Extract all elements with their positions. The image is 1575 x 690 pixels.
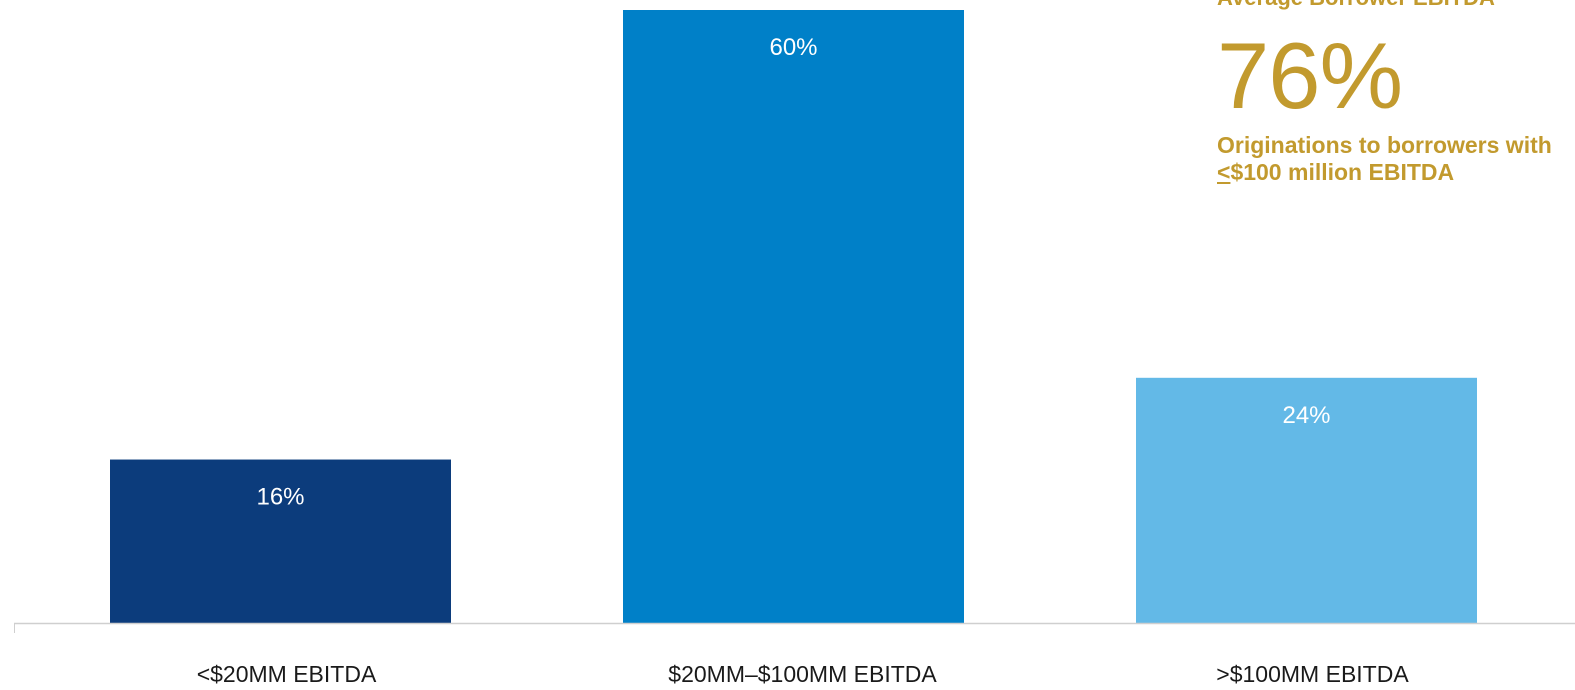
- data-label-2: 60%: [769, 34, 817, 61]
- data-label-1: 16%: [256, 484, 304, 511]
- bar-2: [623, 10, 964, 623]
- callout-description-line1: Originations to borrowers with: [1217, 132, 1552, 158]
- category-label-3: >$100MM EBITDA: [1216, 661, 1409, 687]
- category-label-1: <$20MM EBITDA: [197, 661, 377, 687]
- data-labels-group: 16% 60% 24%: [256, 34, 1330, 511]
- bars-group: [110, 10, 1477, 623]
- callout-description: Originations to borrowers with <$100 mil…: [1217, 132, 1575, 186]
- callout-heading: Average Borrower EBITDA: [1217, 0, 1575, 10]
- ebitda-callout: Average Borrower EBITDA 76% Originations…: [1217, 0, 1575, 186]
- data-label-3: 24%: [1282, 402, 1330, 429]
- bar-1: [110, 459, 451, 623]
- callout-description-line2-text: $100 million EBITDA: [1230, 159, 1455, 185]
- category-label-2: $20MM–$100MM EBITDA: [668, 661, 937, 687]
- less-or-equal-symbol: <: [1217, 159, 1231, 185]
- bar-3: [1136, 377, 1477, 623]
- callout-description-line2: <$100 million EBITDA: [1217, 159, 1575, 186]
- callout-big-value: 76%: [1217, 23, 1403, 128]
- category-labels-group: <$20MM EBITDA $20MM–$100MM EBITDA >$100MM …: [197, 661, 1410, 687]
